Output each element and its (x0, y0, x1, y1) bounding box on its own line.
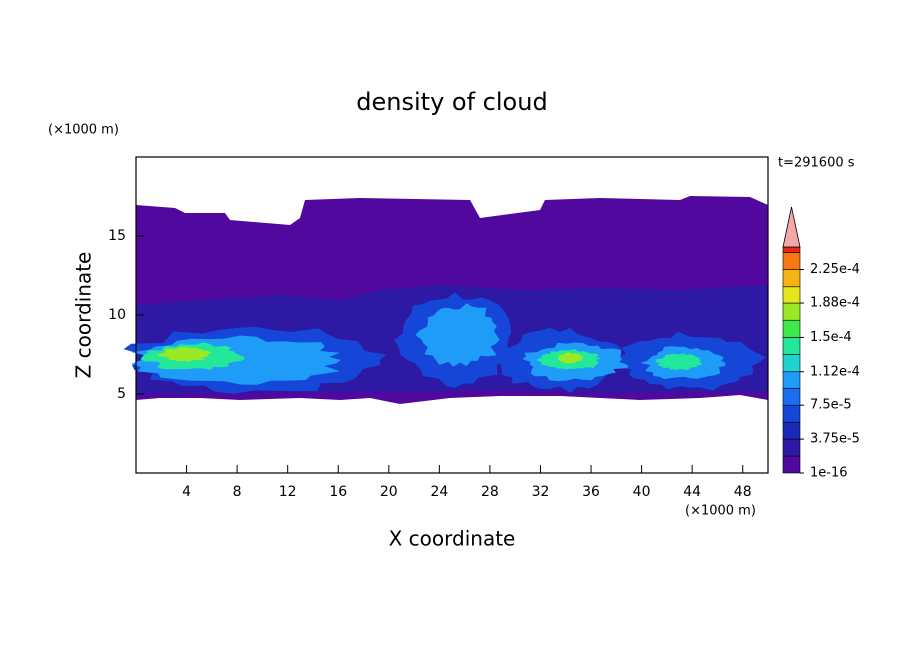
x-tick-label: 16 (329, 484, 347, 500)
colorbar-band (782, 354, 801, 373)
colorbar-band (782, 246, 801, 253)
y-tick-label: 15 (108, 228, 126, 244)
x-axis-label: X coordinate (389, 527, 516, 551)
colorbar-tick-label: 1.5e-4 (810, 330, 852, 345)
colorbar-band (782, 371, 801, 389)
x-tick-label: 20 (380, 484, 398, 500)
x-tick-label: 44 (683, 484, 701, 500)
x-tick-label: 12 (279, 484, 297, 500)
colorbar-band (782, 302, 801, 321)
y-axis-label: Z coordinate (72, 252, 96, 379)
y-unit: (×1000 m) (48, 123, 119, 138)
colorbar-band (782, 286, 801, 304)
x-tick-label: 24 (430, 484, 448, 500)
colorbar-tick-label: 1.12e-4 (810, 364, 860, 379)
x-unit: (×1000 m) (685, 504, 756, 519)
colorbar-tick-label: 1e-16 (810, 466, 848, 481)
annotation: t=291600 s (778, 156, 855, 171)
colorbar-tick-label: 3.75e-5 (810, 432, 860, 447)
colorbar-band (782, 319, 801, 338)
colorbar-band (782, 252, 801, 270)
y-tick-label: 10 (108, 307, 126, 323)
colorbar-band (782, 337, 801, 355)
colorbar-band (782, 421, 801, 440)
x-tick-label: 48 (734, 484, 752, 500)
x-tick-label: 36 (582, 484, 600, 500)
colorbar-overflow (782, 206, 801, 248)
chart-title: density of cloud (356, 88, 547, 116)
contour-region (415, 303, 500, 367)
colorbar-band (782, 404, 801, 423)
contour-region (557, 352, 584, 364)
colorbar-tick-label: 1.88e-4 (810, 296, 860, 311)
colorbar-band (782, 387, 801, 406)
colorbar-band (782, 455, 801, 474)
x-tick-label: 8 (233, 484, 242, 500)
y-tick-label: 5 (117, 386, 126, 402)
x-tick-label: 4 (182, 484, 191, 500)
colorbar-band (782, 438, 801, 457)
x-tick-label: 28 (481, 484, 499, 500)
colorbar-band (782, 269, 801, 288)
contour-region (157, 346, 212, 362)
contour-region (654, 353, 703, 371)
colorbar-tick-label: 2.25e-4 (810, 262, 860, 277)
colorbar-tick-label: 7.5e-5 (810, 398, 852, 413)
x-tick-label: 40 (633, 484, 651, 500)
x-tick-label: 32 (532, 484, 550, 500)
